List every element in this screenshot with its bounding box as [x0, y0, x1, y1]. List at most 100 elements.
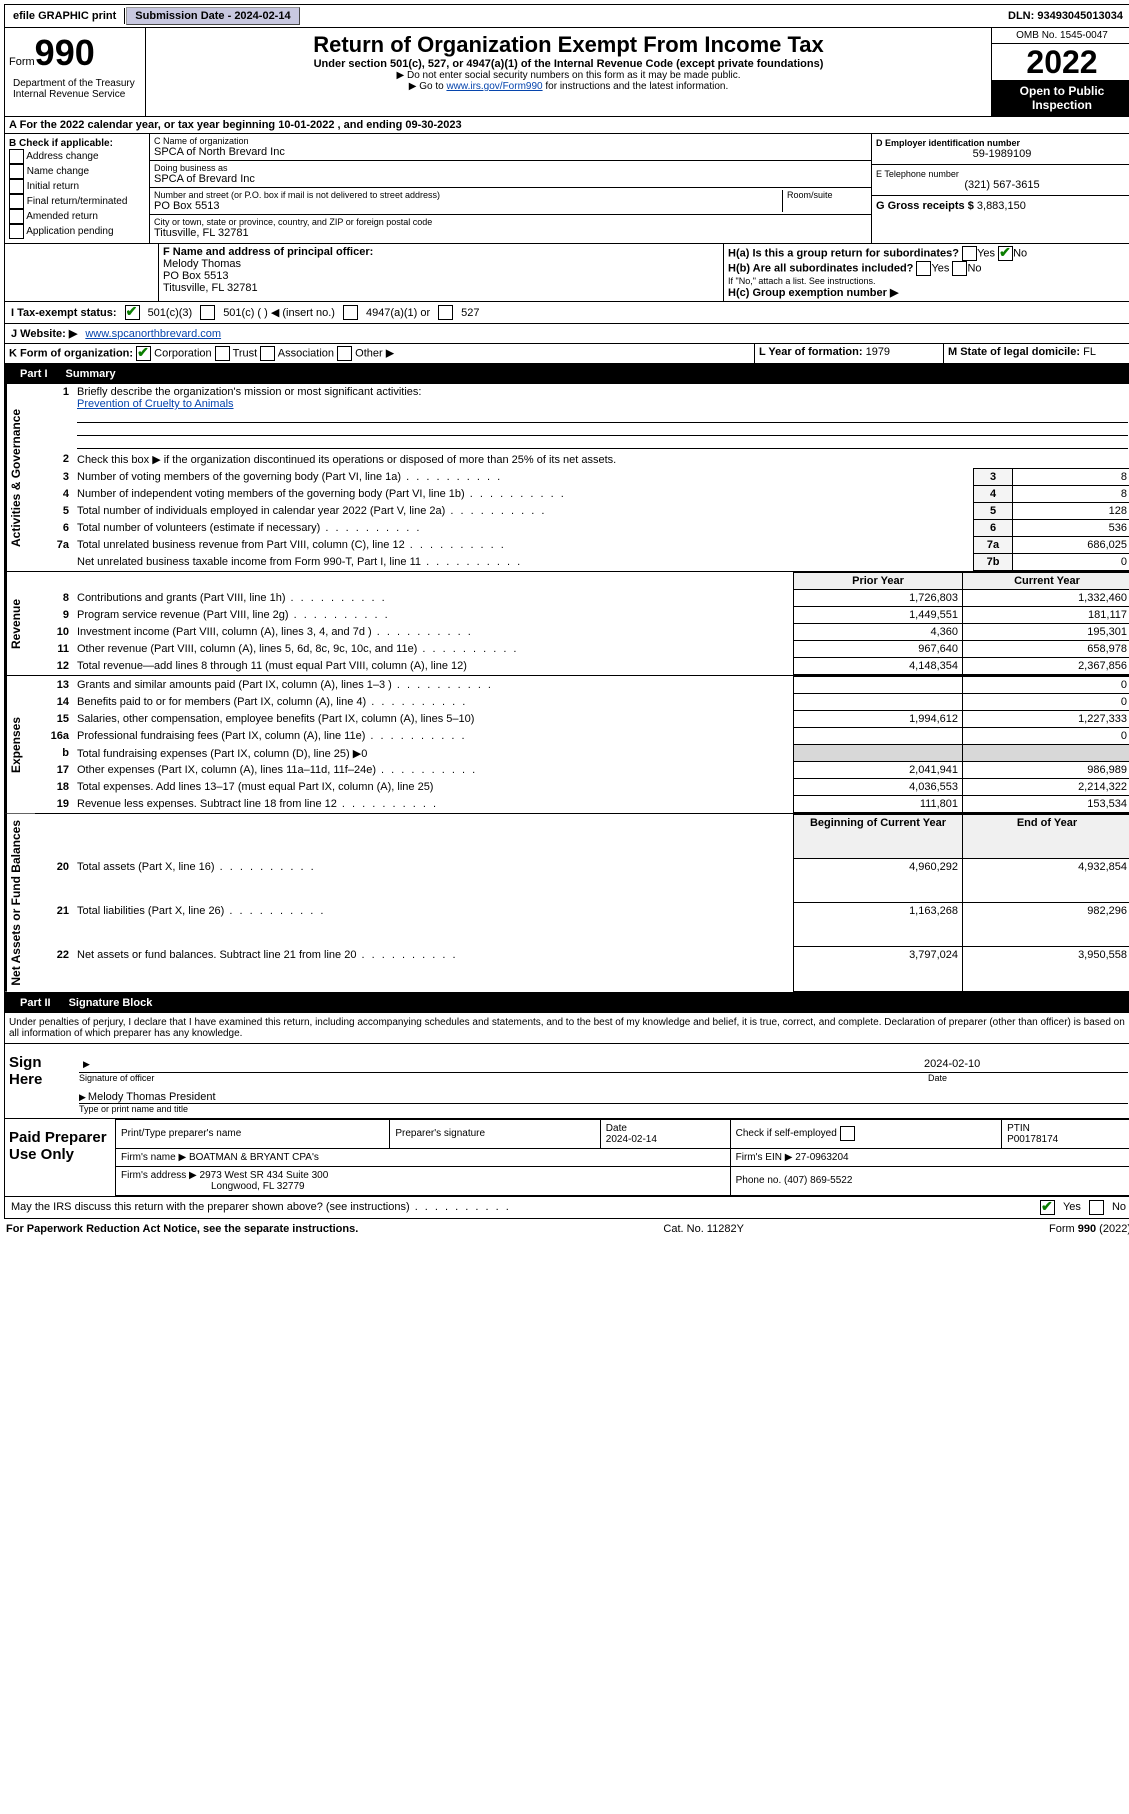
name-change-checkbox[interactable]	[9, 164, 24, 179]
r8-text: Contributions and grants (Part VIII, lin…	[73, 590, 794, 607]
r11-prior: 967,640	[794, 641, 963, 658]
room-label: Room/suite	[783, 190, 867, 212]
inspection-box: Open to Public Inspection	[992, 80, 1129, 116]
r14-text: Benefits paid to or for members (Part IX…	[73, 694, 794, 711]
ha-no-checkbox[interactable]	[998, 246, 1013, 261]
4947-checkbox[interactable]	[343, 305, 358, 320]
assoc-label: Association	[278, 347, 334, 359]
amended-return-checkbox[interactable]	[9, 209, 24, 224]
r8-prior: 1,726,803	[794, 590, 963, 607]
header-center: Return of Organization Exempt From Incom…	[145, 28, 992, 116]
city-value: Titusville, FL 32781	[154, 227, 867, 239]
p-date: 2024-02-14	[606, 1134, 657, 1145]
r5-num: 5	[35, 503, 73, 520]
firm-name: BOATMAN & BRYANT CPA's	[189, 1152, 319, 1163]
net-table: Beginning of Current YearEnd of Year 20T…	[35, 814, 1129, 992]
form-number-cell: Form990 Department of the Treasury Inter…	[5, 28, 145, 116]
discuss-yes: Yes	[1063, 1201, 1081, 1213]
r13-text: Grants and similar amounts paid (Part IX…	[73, 677, 794, 694]
phone-cell: E Telephone number (321) 567-3615	[872, 165, 1129, 196]
check-label: B Check if applicable:	[9, 138, 145, 149]
r16b-prior	[794, 745, 963, 762]
preparer-label: Paid Preparer Use Only	[5, 1119, 115, 1196]
preparer-block: Paid Preparer Use Only Print/Type prepar…	[4, 1119, 1129, 1197]
website-row: J Website: ▶ www.spcanorthbrevard.com	[4, 324, 1129, 344]
firm-addr-cell: Firm's address ▶ 2973 West SR 434 Suite …	[116, 1166, 731, 1195]
g-label: G Gross receipts $	[876, 200, 974, 212]
irs-link[interactable]: www.irs.gov/Form990	[446, 81, 542, 92]
r14-cur: 0	[963, 694, 1129, 711]
period-text: A For the 2022 calendar year, or tax yea…	[5, 117, 1129, 133]
p-col1: Print/Type preparer's name	[116, 1119, 390, 1148]
hb-yes-checkbox[interactable]	[916, 261, 931, 276]
r14-num: 14	[35, 694, 73, 711]
r15-num: 15	[35, 711, 73, 728]
r18-text: Total expenses. Add lines 13–17 (must eq…	[73, 779, 794, 796]
4947-label: 4947(a)(1) or	[366, 307, 430, 319]
assoc-checkbox[interactable]	[260, 346, 275, 361]
r11-cur: 658,978	[963, 641, 1129, 658]
firm-ein-label: Firm's EIN ▶	[736, 1152, 793, 1163]
hb-no-checkbox[interactable]	[952, 261, 967, 276]
app-pending-checkbox[interactable]	[9, 224, 24, 239]
ptin-label: PTIN	[1007, 1123, 1030, 1134]
m-cell: M State of legal domicile: FL	[944, 344, 1129, 363]
final-return-label: Final return/terminated	[27, 196, 128, 207]
m-value: FL	[1083, 346, 1096, 358]
r19-prior: 111,801	[794, 796, 963, 813]
period-value: For the 2022 calendar year, or tax year …	[20, 119, 462, 131]
prior-head: Prior Year	[794, 573, 963, 590]
addr-change-label: Address change	[26, 151, 98, 162]
501c3-checkbox[interactable]	[125, 305, 140, 320]
discuss-no-checkbox[interactable]	[1089, 1200, 1104, 1215]
part2-bar: Part II Signature Block	[4, 993, 1129, 1013]
addr-change-checkbox[interactable]	[9, 149, 24, 164]
mission-link[interactable]: Prevention of Cruelty to Animals	[77, 398, 234, 410]
submission-date[interactable]: Submission Date - 2024-02-14	[126, 7, 299, 25]
r18-cur: 2,214,322	[963, 779, 1129, 796]
r3-text: Number of voting members of the governin…	[73, 469, 974, 486]
firm-addr1: 2973 West SR 434 Suite 300	[200, 1170, 329, 1181]
other-checkbox[interactable]	[337, 346, 352, 361]
name-change-label: Name change	[27, 166, 89, 177]
city-cell: City or town, state or province, country…	[150, 215, 871, 241]
trust-checkbox[interactable]	[215, 346, 230, 361]
q2-text: Check this box ▶ if the organization dis…	[77, 454, 616, 466]
r19-text: Revenue less expenses. Subtract line 18 …	[73, 796, 794, 813]
corp-checkbox[interactable]	[136, 346, 151, 361]
501c-checkbox[interactable]	[200, 305, 215, 320]
form-subtitle: Under section 501(c), 527, or 4947(a)(1)…	[150, 58, 987, 70]
self-emp-checkbox[interactable]	[840, 1126, 855, 1141]
r15-cur: 1,227,333	[963, 711, 1129, 728]
initial-return-checkbox[interactable]	[9, 179, 24, 194]
501c3-label: 501(c)(3)	[148, 307, 193, 319]
firm-phone-cell: Phone no. (407) 869-5522	[730, 1166, 1129, 1195]
final-return-checkbox[interactable]	[9, 194, 24, 209]
r7a-val: 686,025	[1013, 537, 1129, 554]
discuss-row: May the IRS discuss this return with the…	[4, 1197, 1129, 1219]
website-link[interactable]: www.spcanorthbrevard.com	[85, 328, 221, 340]
discuss-yes-checkbox[interactable]	[1040, 1200, 1055, 1215]
r7b-num	[35, 554, 73, 571]
exp-table: 13Grants and similar amounts paid (Part …	[35, 676, 1129, 813]
r6-num: 6	[35, 520, 73, 537]
r17-prior: 2,041,941	[794, 762, 963, 779]
e-label: E Telephone number	[876, 169, 1128, 179]
r20-prior: 4,960,292	[794, 859, 963, 903]
firm-addr2: Longwood, FL 32779	[211, 1181, 305, 1192]
hb-label: H(b) Are all subordinates included?	[728, 262, 913, 274]
part2-label: Part II	[10, 995, 61, 1011]
ha-yes-checkbox[interactable]	[962, 246, 977, 261]
firm-ein: 27-0963204	[795, 1152, 848, 1163]
527-checkbox[interactable]	[438, 305, 453, 320]
r3-box: 3	[974, 469, 1013, 486]
r18-prior: 4,036,553	[794, 779, 963, 796]
dba-cell: Doing business as SPCA of Brevard Inc	[150, 161, 871, 188]
officer-name: Melody Thomas	[163, 258, 719, 270]
yes-label2: Yes	[931, 262, 949, 274]
dln-label: DLN: 93493045013034	[1000, 8, 1129, 24]
r8-num: 8	[35, 590, 73, 607]
r22-cur: 3,950,558	[963, 947, 1129, 991]
begin-head: Beginning of Current Year	[794, 815, 963, 859]
firm-addr-label: Firm's address ▶	[121, 1170, 197, 1181]
